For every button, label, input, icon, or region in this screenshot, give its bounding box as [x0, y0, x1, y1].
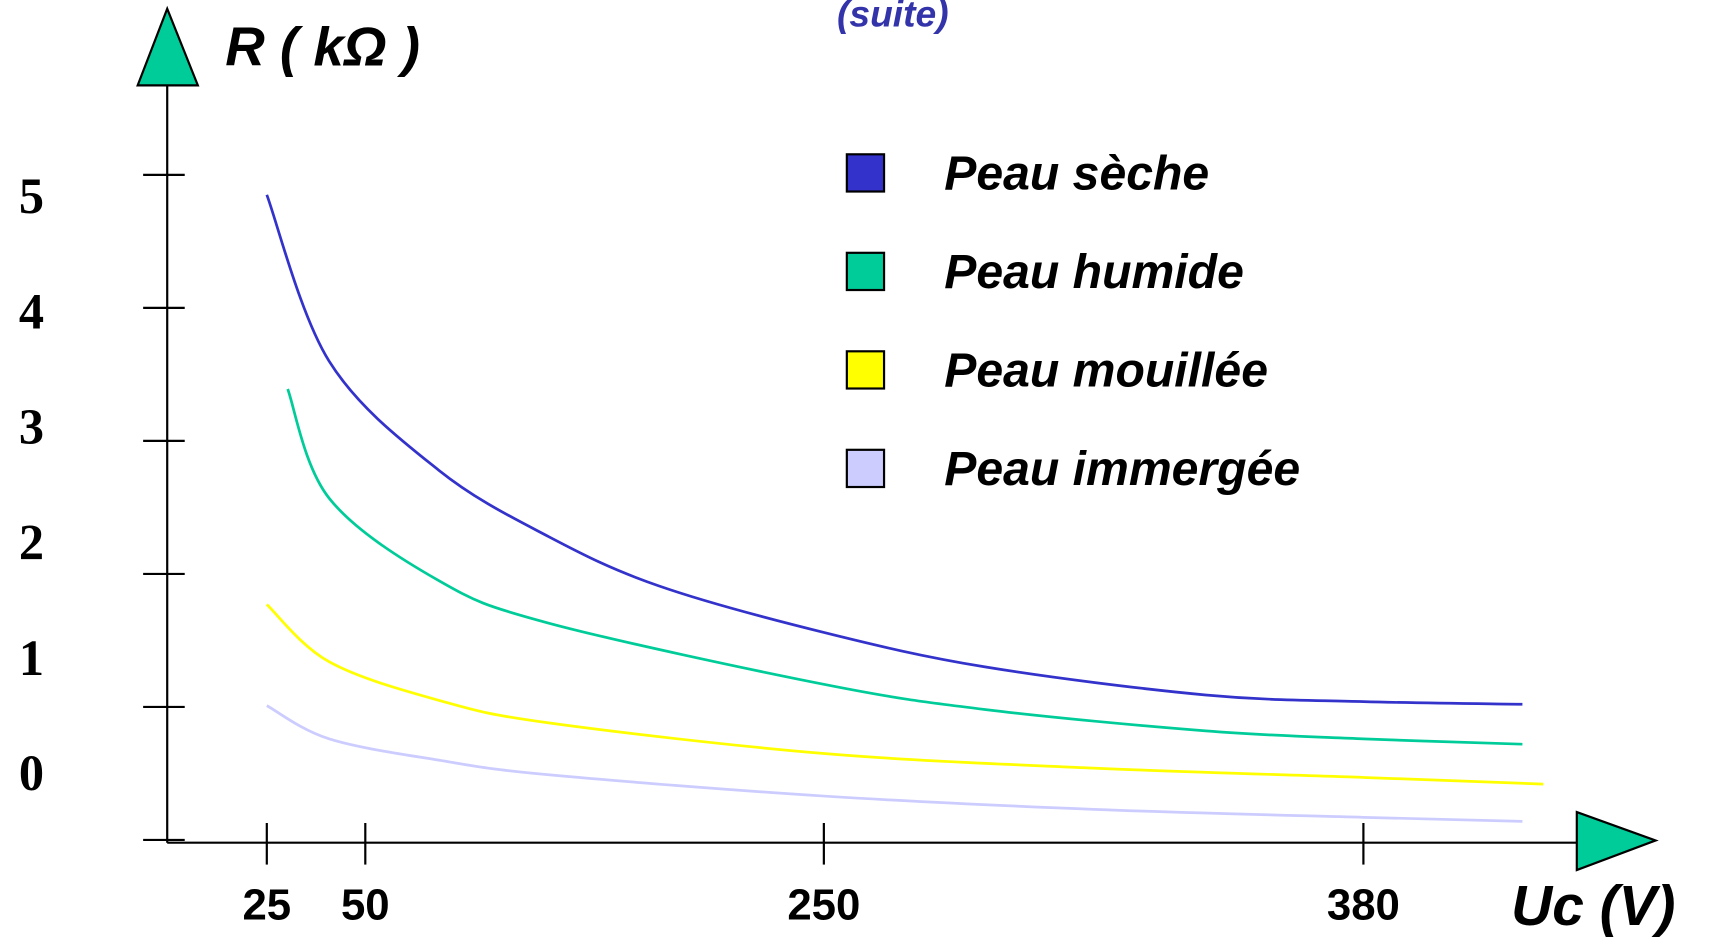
x-axis-arrow [1575, 810, 1659, 872]
y-tick-label: 3 [19, 399, 44, 455]
x-tick-label: 250 [787, 880, 860, 929]
y-axis-arrow [136, 5, 200, 87]
legend-label: Peau mouillée [944, 343, 1268, 397]
x-tick-label: 380 [1327, 880, 1400, 929]
chart-title: (suite) [837, 0, 949, 34]
legend-label: Peau sèche [944, 146, 1209, 200]
y-tick-label: 0 [19, 745, 44, 801]
y-tick-label: 4 [19, 284, 44, 340]
x-tick-label: 25 [242, 880, 291, 929]
y-tick-label: 2 [19, 514, 44, 570]
legend-label: Peau humide [944, 245, 1244, 299]
legend-swatch [845, 251, 886, 292]
x-tick-label: 50 [341, 880, 390, 929]
y-axis-label: R ( kΩ ) [225, 16, 420, 78]
legend-swatch [845, 153, 886, 193]
y-tick-label: 5 [19, 168, 44, 224]
legend-label: Peau immergée [944, 442, 1300, 496]
legend-swatch [845, 448, 886, 489]
series-line [286, 388, 1523, 746]
legend-swatch [845, 350, 886, 390]
y-tick-label: 1 [19, 630, 44, 686]
x-axis-label: Uc (V) [1511, 874, 1675, 938]
series-line [265, 603, 1544, 786]
series-line [266, 704, 1523, 823]
series-line [265, 194, 1523, 706]
